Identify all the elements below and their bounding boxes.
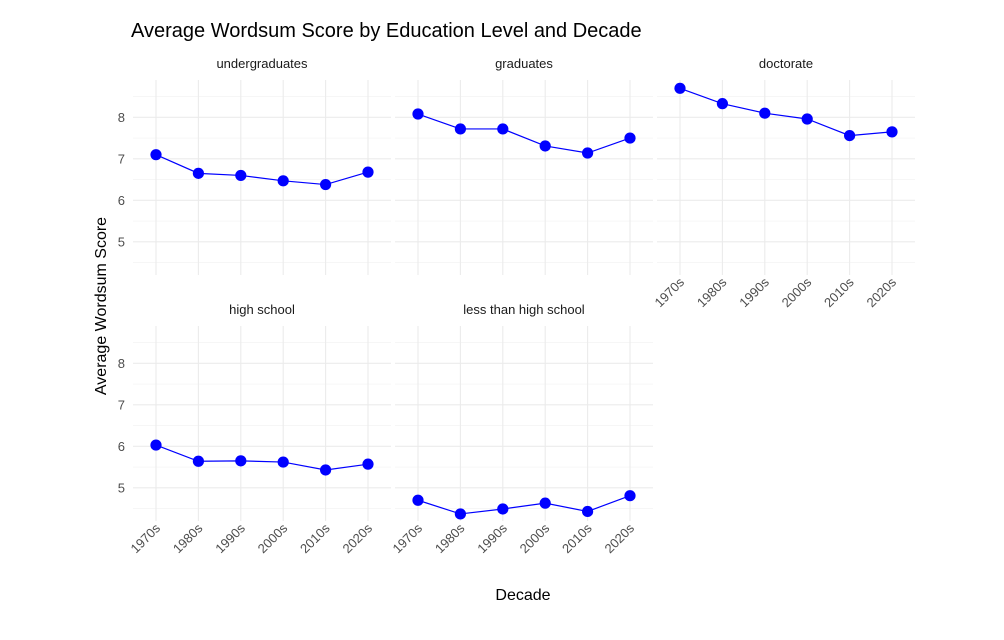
- data-point: [674, 82, 686, 94]
- x-tick-label: 2020s: [863, 274, 899, 310]
- series-line: [417, 495, 631, 515]
- x-tick-label: 2000s: [779, 274, 815, 310]
- data-point: [539, 140, 551, 152]
- data-point: [235, 455, 247, 467]
- facet-label: doctorate: [759, 56, 813, 71]
- data-point: [454, 508, 466, 520]
- x-axis-title: Decade: [495, 587, 550, 604]
- x-tick-label: 1970s: [651, 274, 687, 310]
- data-point: [759, 107, 771, 119]
- facet-panel: less than high school 1970s 1980s 1990s 2000…: [389, 302, 653, 556]
- data-point: [192, 455, 204, 467]
- data-point: [454, 123, 466, 135]
- facet-panel: graduates: [395, 56, 653, 275]
- data-point: [150, 439, 162, 451]
- data-point: [582, 147, 594, 159]
- data-point: [150, 149, 162, 161]
- facet-label: high school: [229, 302, 295, 317]
- data-point: [277, 456, 289, 468]
- x-tick-label: 1990s: [212, 520, 248, 556]
- x-tick-label: 1970s: [127, 520, 163, 556]
- series-line: [155, 444, 369, 471]
- data-point: [624, 132, 636, 144]
- y-tick-label: 5: [118, 234, 125, 249]
- y-tick-label: 8: [118, 110, 125, 125]
- y-tick-label: 6: [118, 193, 125, 208]
- chart-title: Average Wordsum Score by Education Level…: [131, 20, 642, 42]
- x-tick-label: 1980s: [694, 274, 730, 310]
- series-line: [155, 154, 369, 186]
- x-tick-label: 1980s: [432, 520, 468, 556]
- x-tick-label: 2000s: [255, 520, 291, 556]
- facet-label: undergraduates: [216, 56, 308, 71]
- x-tick-label: 2010s: [821, 274, 857, 310]
- x-tick-label: 1970s: [389, 520, 425, 556]
- data-point: [277, 175, 289, 187]
- y-tick-label: 5: [118, 480, 125, 495]
- x-tick-label: 1990s: [736, 274, 772, 310]
- y-tick-label: 6: [118, 439, 125, 454]
- data-point: [886, 126, 898, 138]
- x-tick-label: 2010s: [559, 520, 595, 556]
- series-line: [679, 87, 893, 137]
- facet-panel: doctorate 1970s 1980s 1990s 2000s 2010s 2020s: [651, 56, 915, 310]
- y-tick-label: 7: [118, 397, 125, 412]
- data-point: [582, 505, 594, 518]
- x-tick-label: 2010s: [297, 520, 333, 556]
- data-point: [539, 497, 551, 509]
- data-point: [412, 494, 424, 506]
- facet-label: graduates: [495, 56, 553, 71]
- x-tick-label: 1980s: [170, 520, 206, 556]
- data-point: [320, 464, 332, 476]
- series-line: [417, 113, 631, 154]
- x-tick-label: 2020s: [339, 520, 375, 556]
- data-point: [412, 108, 424, 120]
- x-tick-label: 2020s: [601, 520, 637, 556]
- x-tick-label: 1990s: [474, 520, 510, 556]
- data-point: [497, 503, 509, 515]
- data-point: [320, 178, 332, 191]
- facet-label: less than high school: [463, 302, 585, 317]
- facet-panel: undergraduates 5 6 7 8: [118, 56, 391, 275]
- data-point: [192, 167, 204, 179]
- data-point: [497, 123, 509, 135]
- data-point: [716, 98, 729, 110]
- data-point: [362, 458, 374, 470]
- data-point: [844, 129, 856, 142]
- facet-panel: high school 5 6 7 8 1970s 1980s 1990s 2000s 2010s…: [118, 302, 391, 556]
- y-axis-title: Average Wordsum Score: [93, 217, 110, 395]
- data-point: [235, 169, 247, 182]
- data-point: [362, 166, 374, 178]
- data-point: [801, 113, 813, 125]
- y-tick-label: 8: [118, 356, 125, 371]
- data-point: [624, 490, 636, 502]
- x-tick-label: 2000s: [517, 520, 553, 556]
- y-tick-label: 7: [118, 151, 125, 166]
- facet-panels: undergraduates 5 6 7 8 graduates doctorate 1970…: [118, 56, 915, 556]
